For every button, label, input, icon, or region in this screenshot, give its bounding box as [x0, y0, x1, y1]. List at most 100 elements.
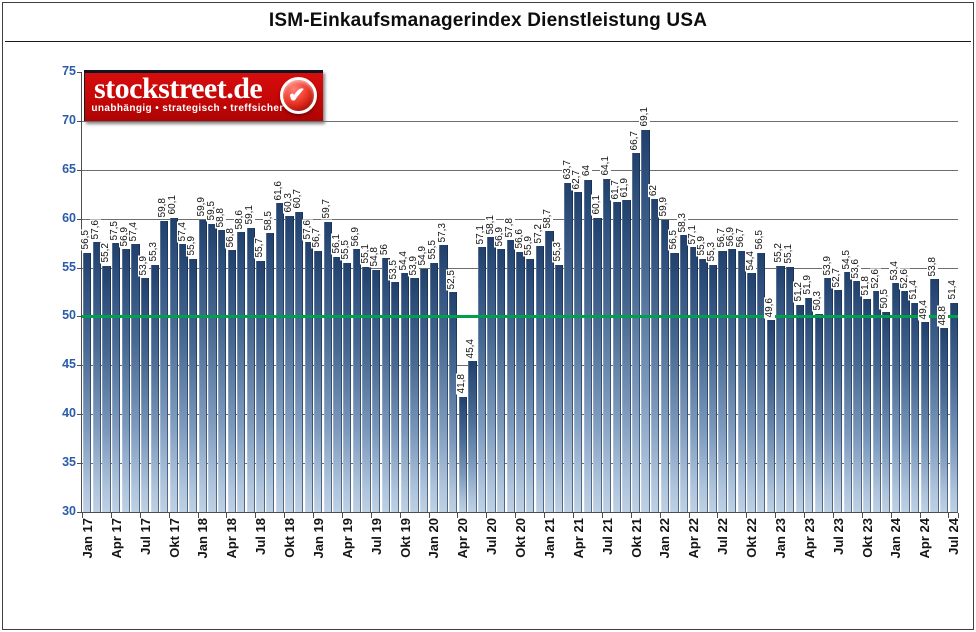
- y-tick: [77, 365, 81, 367]
- bar: [285, 215, 294, 512]
- bar-value-label: 60,1: [167, 194, 178, 216]
- x-axis-label: Okt 23: [859, 518, 875, 558]
- x-tick: [572, 513, 574, 518]
- x-tick: [804, 513, 805, 518]
- bar-value-label: 55,2: [99, 242, 111, 264]
- x-axis-label: Jan 19: [310, 518, 326, 559]
- bar: [911, 302, 920, 512]
- bar: [612, 202, 621, 512]
- bar-value-label: 61,9: [619, 176, 631, 199]
- bar: [381, 257, 390, 512]
- bar: [371, 269, 381, 512]
- bar-value-label: 56: [378, 242, 390, 256]
- bar: [131, 244, 140, 512]
- bar: [458, 396, 467, 512]
- x-tick: [110, 513, 112, 518]
- bar-value-label: 41,8: [455, 373, 467, 395]
- x-axis-label: Apr 23: [801, 518, 817, 559]
- x-axis-label: Jan 17: [79, 518, 95, 559]
- bar: [641, 129, 650, 512]
- x-tick: [832, 513, 834, 518]
- x-tick: [486, 513, 488, 518]
- x-axis-label: Apr 20: [455, 518, 471, 559]
- bar: [256, 260, 265, 512]
- bar-value-label: 64: [580, 164, 592, 178]
- x-axis-label: Jul 19: [368, 518, 384, 555]
- reference-line-50: [82, 314, 958, 318]
- x-axis-label: Apr 22: [686, 518, 702, 559]
- x-tick: [544, 513, 546, 518]
- y-tick: [77, 463, 81, 465]
- bar: [343, 262, 352, 512]
- bar: [487, 237, 496, 512]
- bar: [554, 264, 564, 512]
- x-axis-label: Jul 17: [137, 518, 153, 555]
- bar-value-label: 51,4: [908, 279, 920, 301]
- x-tick: [82, 513, 83, 518]
- x-tick: [659, 513, 661, 518]
- chart-title: ISM-Einkaufsmanagerindex Dienstleistung …: [268, 10, 708, 31]
- bar: [862, 298, 872, 512]
- x-tick: [601, 513, 603, 518]
- x-axis: [77, 512, 958, 513]
- bar-value-label: 52,5: [446, 268, 458, 290]
- x-axis-label: Apr 17: [108, 518, 124, 559]
- x-axis-label: Okt 21: [628, 518, 644, 558]
- bar: [805, 297, 814, 512]
- bar: [785, 266, 795, 512]
- bar: [92, 242, 102, 512]
- bar-value-label: 59,7: [321, 198, 332, 220]
- y-axis-label: 55: [62, 259, 76, 274]
- bar-value-label: 58,7: [542, 207, 554, 230]
- bar: [266, 233, 275, 512]
- bar: [737, 250, 747, 512]
- y-tick: [77, 512, 81, 513]
- bar: [795, 304, 804, 512]
- bar-value-label: 57,4: [128, 220, 140, 243]
- bar: [872, 291, 881, 512]
- x-axis-label: Jan 24: [888, 518, 904, 559]
- bar: [891, 283, 901, 512]
- y-axis-label: 45: [62, 357, 76, 372]
- x-tick: [515, 513, 517, 518]
- bar: [660, 219, 670, 512]
- bar: [834, 290, 843, 512]
- bar: [949, 302, 958, 512]
- bar: [227, 250, 236, 512]
- bar: [391, 282, 400, 512]
- bar-value-label: 56,7: [311, 227, 323, 249]
- x-axis-label: Okt 17: [166, 518, 182, 558]
- gridline: [82, 120, 958, 122]
- y-axis-label: 35: [62, 455, 76, 470]
- bar: [545, 231, 554, 512]
- x-tick: [457, 513, 459, 518]
- checkmark-icon: ✔: [288, 84, 306, 107]
- bar: [728, 249, 737, 512]
- bar-value-label: 59,1: [244, 204, 255, 226]
- bar: [420, 268, 429, 512]
- bar-value-label: 64,1: [600, 155, 612, 177]
- x-axis-label: Jul 24: [946, 518, 962, 555]
- bar: [208, 223, 217, 512]
- bar-value-label: 69,1: [638, 106, 650, 128]
- x-axis-label: Jul 23: [830, 518, 846, 555]
- bar-value-label: 60,7: [292, 188, 304, 210]
- x-tick: [399, 513, 401, 518]
- bar-value-label: 66,7: [629, 129, 640, 152]
- x-tick: [775, 513, 777, 518]
- y-tick: [77, 316, 81, 318]
- bar: [314, 250, 323, 512]
- bar-value-label: 59,9: [657, 196, 669, 218]
- bar: [564, 182, 573, 512]
- brand-tagline: unabhängig • strategisch • treffsicher: [91, 103, 284, 114]
- x-axis-label: Jan 21: [541, 518, 557, 559]
- y-axis-label: 50: [62, 308, 76, 323]
- bar: [516, 251, 525, 512]
- x-tick: [958, 513, 959, 518]
- x-tick: [948, 513, 950, 518]
- bar: [901, 291, 910, 512]
- bar: [352, 249, 361, 512]
- bar-value-label: 45,4: [465, 337, 477, 360]
- bar-value-label: 56,5: [754, 229, 766, 251]
